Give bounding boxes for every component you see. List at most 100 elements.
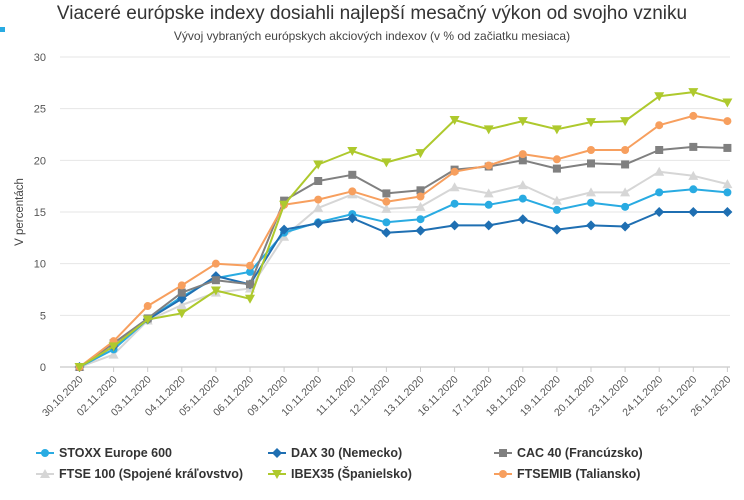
data-point [416,186,425,195]
data-point [382,189,391,198]
data-point [211,259,220,268]
series-5 [75,111,732,371]
data-point [654,166,665,176]
data-point [108,342,119,352]
data-point [654,92,665,102]
data-point [382,218,391,227]
data-point [246,280,254,289]
data-point [517,117,528,127]
legend: STOXX Europe 600 DAX 30 (Nemecko) CAC 40 (… [36,444,736,483]
data-point [620,221,631,232]
data-point [246,261,254,270]
legend-label: STOXX Europe 600 [59,446,173,460]
data-point [381,203,392,213]
data-point [177,288,186,297]
data-point [176,309,187,319]
data-point [689,111,698,120]
data-point [654,207,665,217]
legend-marker [272,470,282,479]
data-point [484,161,493,170]
y-tick-label: 30 [34,52,46,64]
data-point [347,213,358,224]
data-point [655,146,664,154]
data-point [415,201,426,211]
data-point [620,187,631,197]
legend-item[interactable]: FTSEMIB (Taliansko) [494,465,734,483]
legend-label: FTSE 100 (Spojené kráľovstvo) [59,467,244,481]
legend-item[interactable]: IBEX35 (Španielsko) [268,465,494,483]
y-tick-label: 5 [40,310,46,322]
grid-lines [60,56,730,368]
data-point [381,158,392,168]
data-point [552,205,561,214]
series-2 [75,142,732,371]
data-point [655,121,664,130]
chart-title: Viaceré európske indexy dosiahli najlepš… [56,3,688,24]
data-point [108,349,119,359]
data-point [587,146,595,154]
legend-item[interactable]: DAX 30 (Nemecko) [268,444,494,462]
y-tick-label: 20 [34,155,46,167]
legend-marker [272,448,282,458]
data-point [552,155,561,164]
data-point [483,188,494,198]
data-point [722,179,733,189]
data-point [142,315,153,325]
y-tick-label: 25 [34,104,46,116]
series-line [78,114,728,368]
data-point [314,177,323,185]
legend-swatch [494,449,512,457]
data-point [621,160,630,169]
data-point [279,224,290,235]
data-point [177,281,186,290]
data-point [688,170,699,180]
data-point [483,125,494,135]
data-point [688,88,699,98]
data-point [689,185,698,194]
data-point [415,225,426,236]
x-axis-ticks: 30.10.202002.11.202003.11.202004.11.2020… [40,367,734,419]
data-point [518,156,527,165]
data-point [176,300,187,309]
legend-marker [499,470,507,478]
series-line [78,211,728,368]
legend-swatch [36,449,54,457]
legend-label: FTSEMIB (Taliansko) [517,467,641,481]
data-point [723,188,732,197]
series-group [74,88,733,372]
data-point [280,196,289,205]
data-point [484,200,493,209]
legend-marker [499,449,507,457]
data-point [586,187,596,197]
data-point [620,117,631,127]
series-line [78,145,728,368]
data-point [143,302,152,311]
legend-label: CAC 40 (Francúzsko) [517,446,643,460]
data-point [722,207,733,217]
y-axis-ticks: 0 5 10 15 20 25 30 [34,52,46,374]
data-point [587,159,595,168]
y-tick-label: 15 [34,207,46,219]
data-point [347,147,358,157]
series-3 [74,166,733,371]
legend-marker [41,449,49,457]
data-point [518,150,527,159]
legend-label: IBEX35 (Španielsko) [291,467,412,481]
data-point [246,267,254,276]
data-point [245,294,255,304]
data-point [621,202,630,211]
data-point [449,182,460,192]
data-point [722,98,733,108]
data-point [586,118,596,128]
legend-item[interactable]: STOXX Europe 600 [36,444,268,462]
legend-item[interactable]: CAC 40 (Francúzsko) [494,444,734,462]
data-point [74,363,85,372]
legend-item[interactable]: FTSE 100 (Spojené kráľovstvo) [36,465,268,483]
legend-marker [40,469,50,478]
data-point [279,200,290,210]
data-point [587,198,595,207]
data-point [313,218,324,229]
accent-mark [0,27,5,32]
series-line [79,188,728,368]
